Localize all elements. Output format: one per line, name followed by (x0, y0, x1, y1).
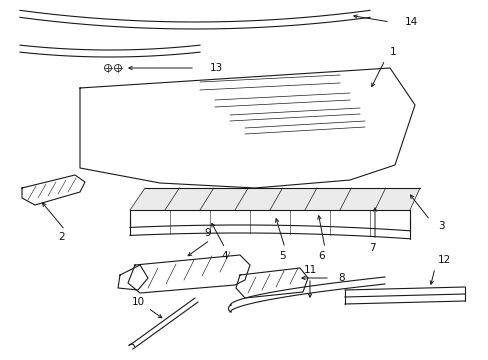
Text: 5: 5 (279, 251, 286, 261)
Text: 3: 3 (437, 221, 444, 231)
Text: 10: 10 (131, 297, 144, 307)
Polygon shape (339, 188, 385, 210)
Text: 6: 6 (318, 251, 325, 261)
Text: 4: 4 (221, 251, 228, 261)
Text: 7: 7 (368, 243, 375, 253)
Polygon shape (235, 188, 282, 210)
Polygon shape (164, 188, 213, 210)
Polygon shape (305, 188, 350, 210)
Polygon shape (130, 188, 179, 210)
Polygon shape (374, 188, 419, 210)
Text: 11: 11 (303, 265, 316, 275)
Polygon shape (269, 188, 316, 210)
Text: 1: 1 (389, 47, 396, 57)
Text: 8: 8 (337, 273, 344, 283)
Text: 2: 2 (59, 232, 65, 242)
Text: 9: 9 (204, 228, 211, 238)
Text: 12: 12 (437, 255, 450, 265)
Text: 13: 13 (209, 63, 223, 73)
Polygon shape (200, 188, 247, 210)
Text: 14: 14 (404, 17, 417, 27)
